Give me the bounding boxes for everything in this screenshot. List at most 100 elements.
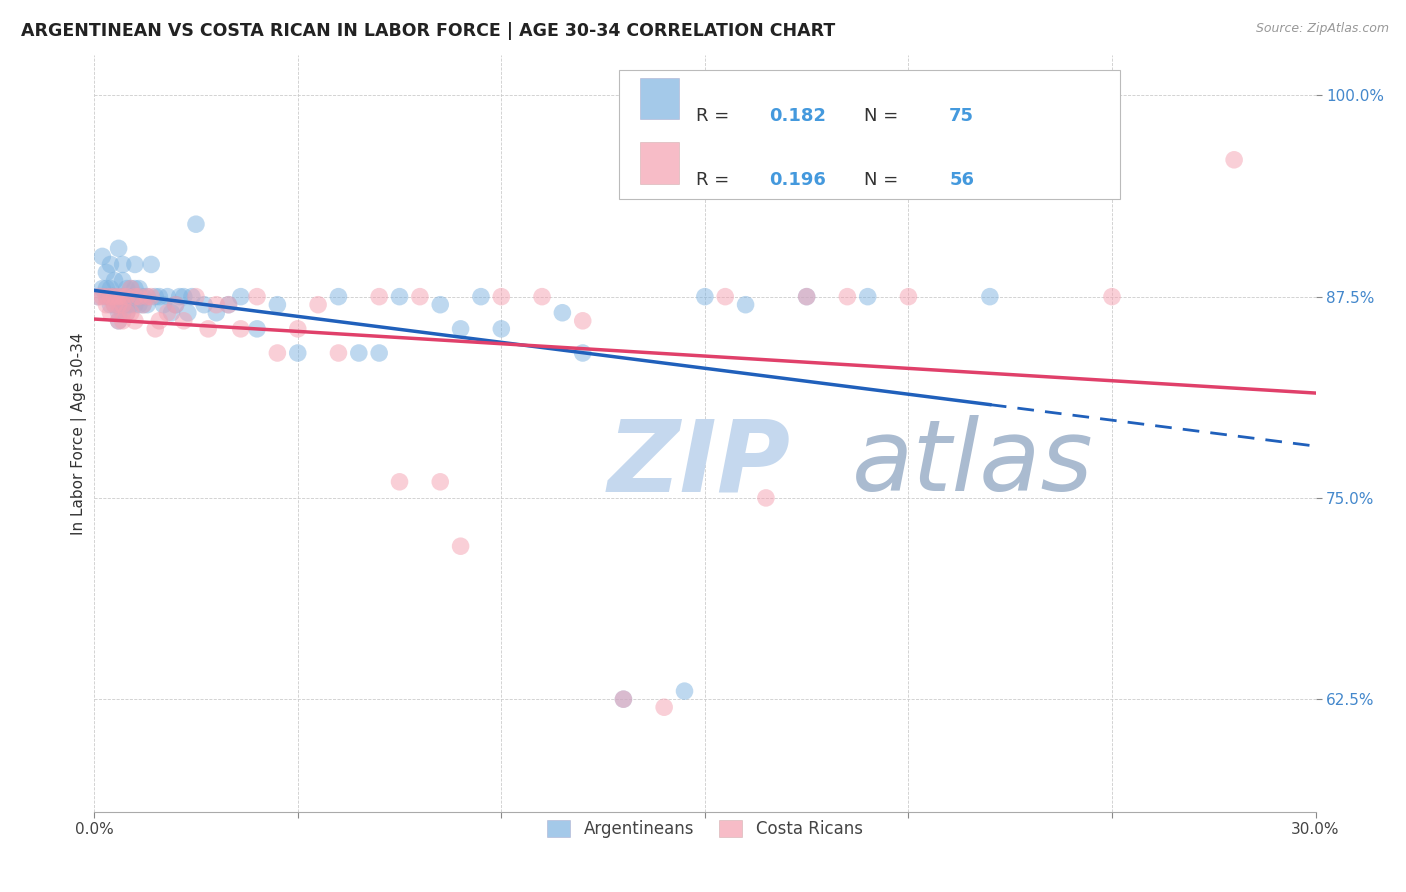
Point: [571, 314, 593, 328]
Point: [491, 290, 513, 304]
Point: [124, 290, 146, 304]
Text: ARGENTINEAN VS COSTA RICAN IN LABOR FORCE | AGE 30-34 CORRELATION CHART: ARGENTINEAN VS COSTA RICAN IN LABOR FORC…: [21, 22, 835, 40]
Point: [388, 475, 411, 489]
Point: [115, 282, 138, 296]
Point: [103, 290, 125, 304]
Point: [755, 491, 778, 505]
Point: [111, 314, 134, 328]
Point: [837, 290, 859, 304]
Point: [160, 306, 183, 320]
Point: [612, 692, 634, 706]
Point: [612, 692, 634, 706]
Point: [107, 290, 129, 304]
Point: [132, 298, 155, 312]
Point: [551, 306, 574, 320]
Point: [229, 290, 252, 304]
Point: [287, 322, 309, 336]
Point: [115, 290, 138, 304]
Point: [100, 290, 122, 304]
Point: [148, 290, 170, 304]
Point: [96, 265, 118, 279]
Point: [143, 290, 166, 304]
Point: [205, 306, 228, 320]
Point: [368, 290, 391, 304]
Point: [173, 314, 195, 328]
Point: [111, 306, 134, 320]
Point: [531, 290, 554, 304]
Point: [152, 298, 174, 312]
Point: [96, 290, 118, 304]
Point: [115, 306, 138, 320]
Point: [103, 290, 125, 304]
Point: [218, 298, 240, 312]
Text: R =: R =: [696, 171, 735, 189]
Point: [246, 290, 269, 304]
Point: [115, 306, 138, 320]
Point: [156, 290, 179, 304]
Point: [266, 298, 288, 312]
Point: [246, 322, 269, 336]
Point: [91, 282, 114, 296]
Point: [136, 290, 159, 304]
Point: [124, 314, 146, 328]
Point: [143, 322, 166, 336]
Text: R =: R =: [696, 107, 735, 125]
Point: [734, 298, 756, 312]
Point: [111, 298, 134, 312]
Point: [128, 298, 150, 312]
Point: [96, 298, 118, 312]
Point: [115, 298, 138, 312]
Legend: Argentineans, Costa Ricans: Argentineans, Costa Ricans: [540, 814, 869, 845]
Point: [91, 290, 114, 304]
Point: [205, 298, 228, 312]
Point: [120, 282, 142, 296]
Text: 56: 56: [949, 171, 974, 189]
Point: [796, 290, 818, 304]
Point: [169, 290, 191, 304]
Point: [571, 346, 593, 360]
Text: ZIP: ZIP: [607, 416, 790, 512]
Point: [128, 290, 150, 304]
Point: [714, 290, 737, 304]
Text: 0.182: 0.182: [769, 107, 827, 125]
Point: [124, 257, 146, 271]
Point: [111, 274, 134, 288]
Point: [388, 290, 411, 304]
Point: [120, 298, 142, 312]
Point: [173, 290, 195, 304]
Point: [491, 322, 513, 336]
Point: [856, 290, 879, 304]
Text: N =: N =: [863, 171, 904, 189]
Point: [100, 298, 122, 312]
Point: [429, 475, 451, 489]
Point: [132, 290, 155, 304]
Point: [368, 346, 391, 360]
Point: [307, 298, 329, 312]
Point: [107, 290, 129, 304]
Point: [347, 346, 370, 360]
Point: [107, 306, 129, 320]
Text: 75: 75: [949, 107, 974, 125]
Point: [450, 539, 472, 553]
Point: [132, 298, 155, 312]
Text: Source: ZipAtlas.com: Source: ZipAtlas.com: [1256, 22, 1389, 36]
Point: [87, 290, 110, 304]
Point: [107, 298, 129, 312]
Point: [111, 290, 134, 304]
Point: [328, 290, 350, 304]
Point: [184, 217, 207, 231]
Point: [266, 346, 288, 360]
Point: [120, 306, 142, 320]
Point: [328, 346, 350, 360]
Point: [796, 290, 818, 304]
Point: [470, 290, 492, 304]
Text: N =: N =: [863, 107, 904, 125]
Point: [177, 306, 200, 320]
Point: [100, 306, 122, 320]
Point: [450, 322, 472, 336]
Point: [652, 700, 675, 714]
Point: [148, 314, 170, 328]
Point: [141, 290, 163, 304]
Point: [100, 282, 122, 296]
Point: [165, 298, 187, 312]
